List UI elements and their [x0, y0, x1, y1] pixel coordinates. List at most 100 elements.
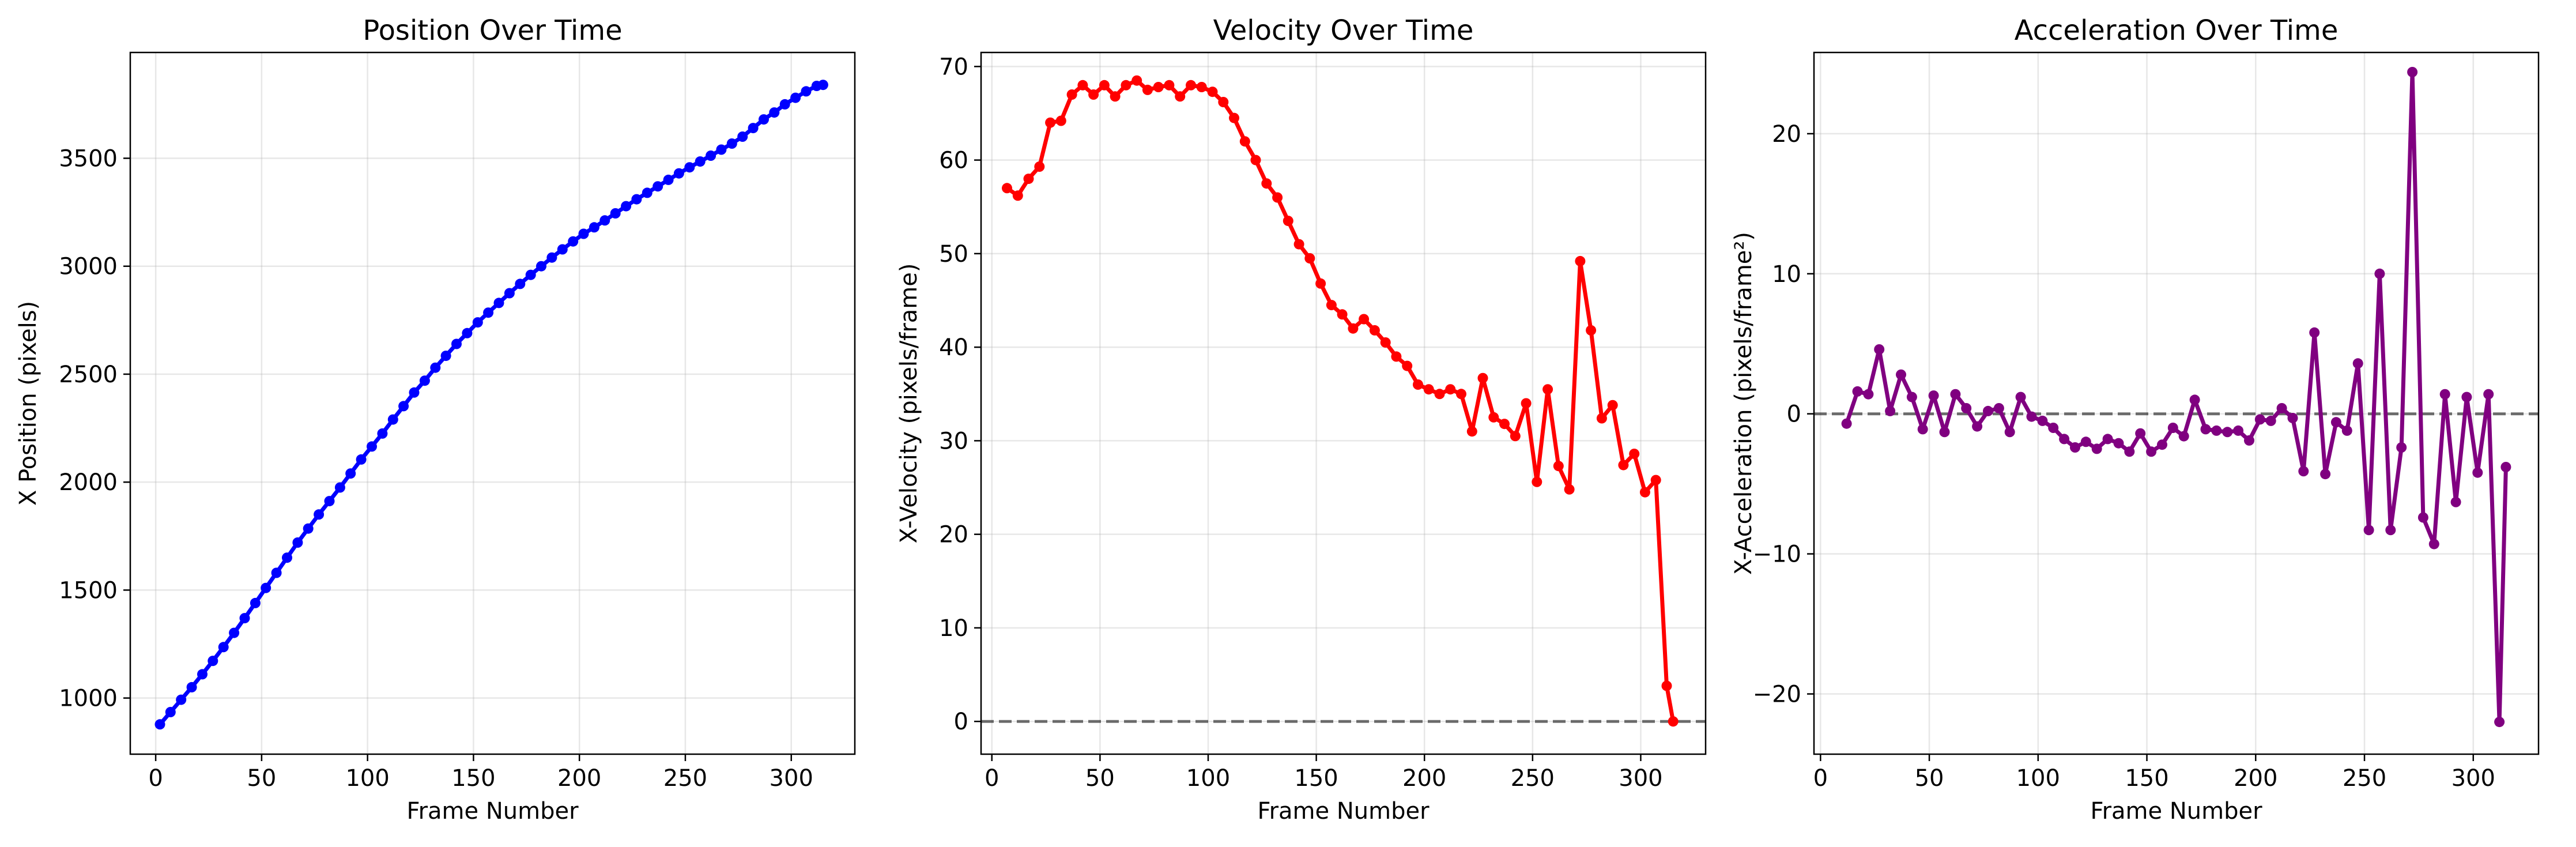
position-x-tick-label: 100: [345, 765, 389, 792]
acceleration-data-point: [2385, 525, 2396, 536]
velocity-data-point: [1034, 161, 1045, 172]
velocity-data-point: [1488, 412, 1499, 423]
velocity-y-tick-label: 10: [939, 615, 968, 642]
acceleration-data-point: [2439, 389, 2450, 400]
position-data-point: [462, 327, 473, 338]
position-data-point: [334, 482, 345, 493]
acceleration-data-point: [2330, 417, 2341, 428]
acceleration-data-point: [2494, 717, 2505, 728]
acceleration-data-point: [2026, 411, 2037, 422]
acceleration-data-point: [2080, 436, 2091, 447]
position-data-point: [409, 387, 420, 398]
acceleration-data-point: [2135, 428, 2146, 439]
position-data-point: [292, 537, 303, 548]
acceleration-data-point: [2037, 415, 2048, 426]
velocity-data-point: [1196, 82, 1207, 92]
acceleration-x-axis-label: Frame Number: [2090, 798, 2262, 825]
velocity-data-point: [1402, 360, 1413, 371]
position-y-tick-label: 3500: [59, 145, 118, 172]
position-x-tick-label: 0: [148, 765, 163, 792]
position-data-point: [451, 338, 462, 349]
acceleration-data-point: [2091, 443, 2102, 454]
acceleration-data-point: [2450, 496, 2461, 507]
acceleration-data-point: [1983, 405, 1993, 416]
position-data-point: [377, 428, 388, 439]
position-x-tick-label: 250: [663, 765, 707, 792]
velocity-y-tick-label: 60: [939, 148, 968, 174]
acceleration-data-point: [2167, 423, 2178, 433]
velocity-data-point: [1391, 351, 1402, 362]
acceleration-y-axis-label: X-Acceleration (pixels/frame²): [1730, 232, 1757, 575]
acceleration-data-point: [2287, 413, 2298, 423]
position-data-point: [726, 138, 737, 149]
velocity-data-point: [1121, 80, 1132, 91]
velocity-data-point: [1337, 309, 1348, 320]
velocity-x-tick-label: 150: [1294, 765, 1338, 792]
position-data-point: [239, 613, 250, 624]
acceleration-data-point: [2113, 438, 2124, 449]
acceleration-data-point: [1841, 418, 1852, 429]
acceleration-data-point: [1961, 403, 1972, 413]
acceleration-data-point: [2189, 394, 2200, 405]
position-x-tick-label: 50: [247, 765, 276, 792]
acceleration-y-tick-label: 0: [1787, 401, 1801, 428]
position-data-point: [261, 582, 271, 593]
position-data-point: [387, 414, 398, 425]
acceleration-data-point: [2070, 442, 2080, 453]
position-data-point: [154, 719, 165, 730]
velocity-data-point: [1456, 389, 1466, 400]
velocity-data-point: [1434, 389, 1445, 400]
position-data-point: [483, 307, 494, 318]
position-data-point: [440, 351, 451, 362]
velocity-data-point: [1239, 136, 1250, 147]
acceleration-x-tick-label: 150: [2125, 765, 2168, 792]
velocity-data-point: [1045, 117, 1056, 128]
acceleration-data-point: [1863, 389, 1874, 400]
velocity-data-point: [1099, 80, 1110, 91]
velocity-data-point: [1661, 680, 1672, 691]
velocity-y-tick-label: 70: [939, 54, 968, 80]
velocity-data-point: [1499, 419, 1510, 430]
acceleration-data-point: [2124, 446, 2135, 457]
acceleration-y-tick-label: 10: [1772, 261, 1801, 288]
velocity-data-point: [1668, 716, 1679, 727]
position-data-point: [695, 156, 706, 167]
velocity-data-point: [1229, 112, 1239, 123]
acceleration-data-point: [2233, 425, 2244, 436]
acceleration-data-point: [2178, 431, 2189, 442]
acceleration-data-point: [2309, 327, 2320, 338]
velocity-data-point: [1012, 190, 1023, 201]
position-data-point: [759, 114, 769, 125]
acceleration-y-tick-label: −20: [1753, 682, 1801, 708]
position-x-axis-label: Frame Number: [406, 798, 579, 825]
position-y-tick-label: 2000: [59, 469, 118, 496]
position-data-point: [578, 228, 589, 239]
position-data-point: [790, 92, 801, 103]
position-data-point: [186, 682, 197, 692]
velocity-data-point: [1359, 314, 1370, 325]
velocity-data-point: [1293, 239, 1304, 250]
acceleration-data-point: [1939, 427, 1950, 438]
position-data-point: [271, 567, 282, 578]
velocity-data-point: [1283, 216, 1293, 227]
position-data-point: [398, 401, 409, 412]
position-data-point: [653, 181, 663, 192]
acceleration-data-point: [2461, 391, 2472, 402]
acceleration-data-point: [2157, 439, 2167, 450]
position-data-point: [250, 597, 261, 608]
velocity-data-point: [1596, 413, 1607, 424]
position-y-tick-label: 3000: [59, 254, 118, 280]
velocity-data-point: [1542, 384, 1553, 395]
position-data-point: [631, 194, 642, 205]
velocity-data-point: [1142, 84, 1153, 95]
acceleration-data-point: [2276, 403, 2287, 413]
position-data-point: [282, 552, 292, 563]
velocity-x-tick-label: 100: [1186, 765, 1230, 792]
velocity-data-point: [1586, 325, 1597, 336]
velocity-data-point: [1510, 431, 1521, 442]
position-data-point: [568, 236, 579, 247]
acceleration-series-line: [1845, 70, 2508, 724]
velocity-data-point: [1607, 400, 1618, 411]
position-data-point: [536, 261, 546, 272]
acceleration-data-point: [2244, 435, 2254, 446]
